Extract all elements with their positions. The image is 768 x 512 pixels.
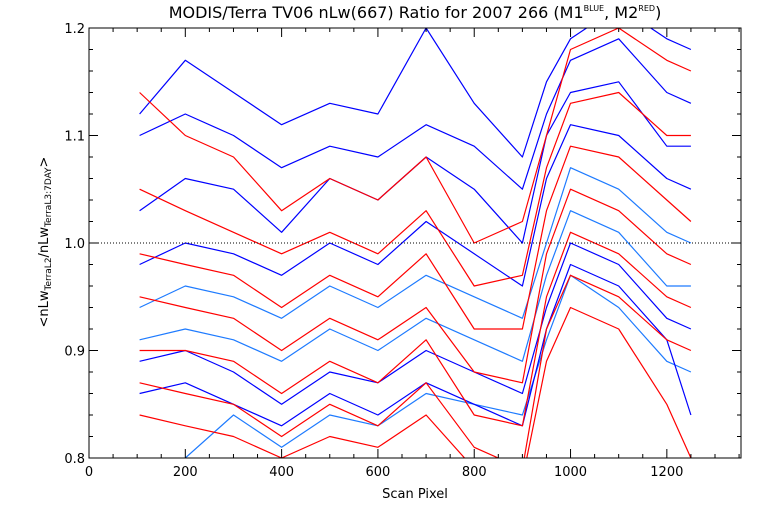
series-line-m2-16 xyxy=(139,306,692,458)
x-axis-label: Scan Pixel xyxy=(382,487,448,502)
x-tick-label: 400 xyxy=(269,465,294,480)
series-line-m2-14 xyxy=(139,231,692,427)
series-line-m2-13 xyxy=(139,188,692,384)
series-line-m1-3 xyxy=(139,81,691,244)
series-layer xyxy=(139,28,692,458)
series-line-m1-6 xyxy=(139,210,691,362)
series-line-m1-5 xyxy=(139,167,692,319)
x-tick-label: 800 xyxy=(462,465,487,480)
x-tick-label: 0 xyxy=(85,465,93,480)
x-tick-label: 1000 xyxy=(554,465,587,480)
series-line-m2-12 xyxy=(139,145,692,330)
x-tick-label: 600 xyxy=(366,465,391,480)
series-line-m1-4 xyxy=(139,124,692,287)
series-line-m2-15 xyxy=(139,274,692,458)
y-axis-label: <nLwTerraL2/nLwTerraL3:7DAY> xyxy=(37,157,54,328)
series-line-m1-8 xyxy=(182,274,692,458)
y-tick-label: 0.8 xyxy=(64,452,85,467)
series-line-m2-10 xyxy=(139,28,692,244)
y-tick-label: 1.2 xyxy=(64,22,85,37)
y-tick-label: 1.0 xyxy=(64,237,85,252)
y-tick-label: 0.9 xyxy=(64,345,85,360)
series-line-m1-2 xyxy=(139,38,692,190)
x-tick-label: 1200 xyxy=(650,465,683,480)
series-line-m1-7 xyxy=(139,242,692,405)
series-line-m2-11 xyxy=(139,91,691,287)
series-line-m1-1 xyxy=(139,28,692,158)
chart-title: MODIS/Terra TV06 nLw(667) Ratio for 2007… xyxy=(169,3,662,22)
x-tick-label: 200 xyxy=(173,465,198,480)
axes: 0 200 400 600 800 1000 1200 0.8 0.9 1.0 1.1 1.2 xyxy=(64,22,742,480)
series-line-m1-9 xyxy=(139,263,692,427)
y-tick-label: 1.1 xyxy=(64,130,85,145)
